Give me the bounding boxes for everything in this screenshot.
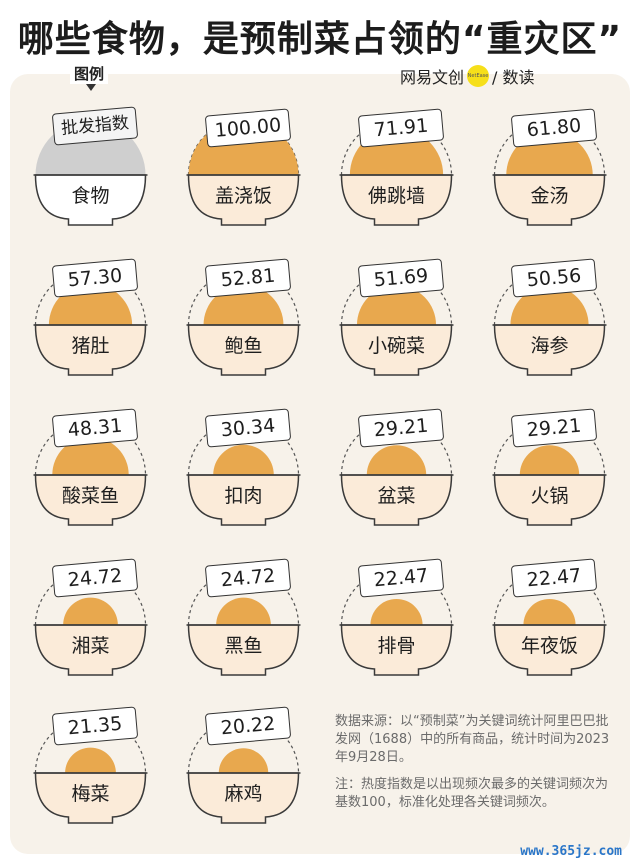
food-label: 海参 [530, 335, 569, 357]
bowl-body [187, 174, 300, 226]
source-note: 数据来源：以“预制菜”为关键词统计阿里巴巴批发网（1688）中的所有商品，统计时… [335, 714, 610, 765]
bowl-body [34, 474, 147, 526]
bowl-item: 29.21 火锅 [492, 400, 607, 540]
bowl-item: 57.30 猪肚 [33, 250, 148, 390]
bowl-graphic [33, 269, 148, 376]
legend-arrow-icon [86, 84, 96, 91]
value-dome [63, 597, 118, 625]
bowl-body [187, 624, 300, 676]
food-label: 佛跳墙 [367, 185, 425, 207]
bowl-graphic [492, 569, 607, 676]
bowl-item: 50.56 海参 [492, 250, 607, 390]
bowl-graphic [186, 569, 301, 676]
bowl-graphic [186, 717, 301, 824]
legend-bowl: 批发指数 食物 [33, 100, 148, 240]
food-label: 小碗菜 [367, 335, 425, 357]
bowl-body [34, 772, 147, 824]
method-note: 注：热度指数是以出现频次最多的关键词频次为基数100，标准化处理各关键词频次。 [335, 777, 609, 810]
bowl-item: 21.35 梅菜 [33, 698, 148, 838]
bowl-graphic [186, 419, 301, 526]
bowl-body [340, 324, 453, 376]
bowl-body [340, 624, 453, 676]
page-title: 哪些食物，是预制菜占领的“重灾区” [17, 19, 623, 60]
food-label: 扣肉 [224, 485, 263, 507]
bowl-body [340, 474, 453, 526]
bowl-graphic [492, 269, 607, 376]
food-label: 湘菜 [71, 635, 110, 657]
food-label: 金汤 [530, 185, 569, 207]
food-label: 猪肚 [71, 335, 110, 357]
food-label: 鲍鱼 [224, 335, 263, 357]
value-dome [213, 444, 274, 475]
brand-section: / 数读 [492, 68, 535, 87]
bowl-body [493, 324, 606, 376]
bowl-graphic [339, 419, 454, 526]
bowl-graphic [33, 717, 148, 824]
food-label: 梅菜 [71, 783, 110, 805]
bowl-body [187, 324, 300, 376]
food-label: 酸菜鱼 [61, 485, 119, 507]
brand-logo: 网易文创 NetEase / 数读 [400, 64, 535, 88]
value-dome [65, 747, 116, 773]
bowl-item: 48.31 酸菜鱼 [33, 400, 148, 540]
bowl-item: 30.34 扣肉 [186, 400, 301, 540]
bowl-item: 51.69 小碗菜 [339, 250, 454, 390]
bowl-body [187, 474, 300, 526]
food-label: 火锅 [530, 485, 569, 507]
bowl-graphic [339, 569, 454, 676]
bowl-item: 24.72 黑鱼 [186, 550, 301, 690]
bowl-graphic [492, 419, 607, 526]
bowl-body [34, 324, 147, 376]
value-dome [52, 436, 129, 475]
food-label: 盆菜 [377, 485, 416, 507]
bowl-body [187, 772, 300, 824]
legend-food-label: 食物 [71, 185, 110, 207]
brand-name: 网易文创 [400, 68, 465, 87]
value-dome [366, 445, 427, 475]
food-label: 黑鱼 [224, 635, 263, 657]
bowl-body [493, 624, 606, 676]
bowl-item: 29.21 盆菜 [339, 400, 454, 540]
bowl-item: 24.72 湘菜 [33, 550, 148, 690]
food-label: 排骨 [377, 635, 416, 657]
bowl-item: 20.22 麻鸡 [186, 698, 301, 838]
bowl-body [34, 624, 147, 676]
bowl-item: 52.81 鲍鱼 [186, 250, 301, 390]
bowl-item: 61.80 金汤 [492, 100, 607, 240]
value-dome [519, 445, 580, 475]
bowl-item: 100.00 盖浇饭 [186, 100, 301, 240]
legend-label: 图例 [70, 63, 109, 84]
bowl-body [34, 174, 147, 226]
brand-dot-icon: NetEase [467, 65, 490, 87]
value-dome [216, 597, 271, 625]
food-label: 年夜饭 [520, 635, 578, 657]
value-dome [218, 748, 269, 773]
bowl-body [340, 174, 453, 226]
food-label: 麻鸡 [224, 783, 263, 805]
bowl-item: 22.47 排骨 [339, 550, 454, 690]
value-dome [370, 598, 423, 625]
bowl-body [493, 474, 606, 526]
value-dome [523, 598, 576, 625]
watermark: www.365jz.com [520, 844, 622, 859]
bowl-item: 71.91 佛跳墙 [339, 100, 454, 240]
bowl-body [493, 174, 606, 226]
bowl-item: 22.47 年夜饭 [492, 550, 607, 690]
food-label: 盖浇饭 [214, 185, 272, 207]
